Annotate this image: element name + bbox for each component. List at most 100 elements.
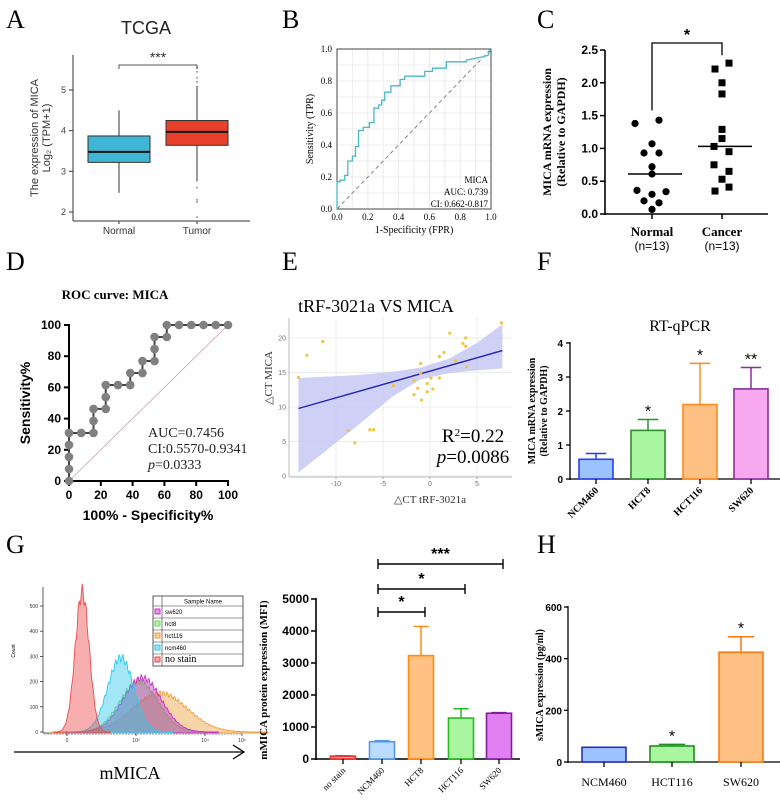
x-tick-label: Tumor — [183, 226, 212, 237]
data-point — [718, 90, 726, 98]
y-tick-label: 2 — [61, 207, 66, 217]
data-point — [372, 428, 376, 432]
panel-letter: C — [537, 5, 554, 34]
y-axis-label: Sensitivity (TPR) — [305, 94, 316, 164]
data-point — [429, 376, 433, 380]
arrow-head-icon — [232, 744, 246, 760]
y-tick-label: 2 — [557, 407, 563, 418]
panel-g-histogram: G 0 100 200 300 400 500 0 10³ 10⁴ 10⁵ Sample Namesw… — [6, 530, 269, 783]
y-axis-label: Count — [11, 644, 17, 658]
x-tick-label: HCT116 — [672, 485, 705, 518]
x-axis-label: mMICA — [99, 763, 160, 783]
roc-point — [211, 320, 221, 330]
x-tick-label: 20 — [94, 488, 108, 502]
bar-sw620 — [485, 712, 513, 760]
y-tick-label: 0 — [556, 758, 562, 769]
significance-label: * — [697, 347, 703, 364]
x-tick-label: NCM460 — [581, 775, 626, 789]
y-axis-label: mMICA protein expression (MFI) — [258, 600, 270, 760]
data-point — [448, 331, 452, 335]
x-tick-label: 60 — [158, 488, 172, 502]
y-tick-label: 5 — [61, 85, 66, 95]
outlier-point — [196, 198, 198, 201]
y-tick-label: 100 — [30, 705, 39, 711]
y-axis-label: (Relative to GAPDH) — [554, 77, 568, 186]
panel-g-barchart: 0 1000 2000 3000 4000 5000 no stain NCM460 HCT8 H… — [258, 546, 520, 796]
legend-text: MICA — [464, 175, 488, 185]
roc-point — [150, 344, 159, 354]
significance-label: ** — [745, 351, 757, 368]
data-point — [718, 79, 726, 87]
x-tick-label: SW620 — [723, 775, 759, 789]
sample-size-label: (n=13) — [704, 239, 739, 253]
y-tick-label: 5000 — [282, 592, 309, 606]
roc-point — [113, 380, 123, 390]
y-axis-label: (Relative to GAPDH) — [539, 365, 550, 456]
y-tick-label: 5 — [282, 439, 286, 446]
legend-swatch — [154, 632, 161, 639]
data-point — [662, 188, 670, 196]
roc-point — [150, 356, 159, 366]
y-tick-label: 20 — [278, 336, 286, 343]
x-tick-label: HCT8 — [402, 765, 425, 788]
panel-letter: A — [6, 5, 25, 34]
legend-swatch — [154, 656, 161, 663]
roc-point — [76, 428, 86, 438]
x-tick-label: Normal — [631, 224, 674, 239]
y-tick-label: 1.0 — [581, 141, 598, 155]
y-tick-label: 300 — [30, 654, 39, 660]
x-tick-label: SW620 — [477, 765, 504, 792]
significance-label: * — [418, 571, 425, 588]
data-point — [425, 390, 429, 394]
roc-point — [162, 332, 172, 342]
p-symbol: p — [147, 458, 155, 473]
y-tick-label: 1 — [557, 441, 563, 452]
chart-title: RT-qPCR — [649, 318, 711, 335]
x-tick-label: no stain — [320, 765, 347, 792]
data-point — [648, 163, 656, 171]
y-tick-label: 2000 — [282, 688, 309, 702]
panel-c-dotplot: C0.00.51.01.52.02.5Normal(n=13)Cancer(n=… — [537, 5, 768, 253]
data-point — [419, 398, 424, 402]
histogram-sw620 — [65, 673, 219, 734]
y-axis-label: Log₂ (TPM+1) — [41, 104, 53, 173]
x-tick-label: HCT116 — [436, 765, 465, 794]
outlier-point — [196, 200, 198, 203]
roc-point — [64, 476, 74, 486]
panel-b-roc: B 0.00.0 0.2 0.2 0.4 0.4 0.6 0.6 0.8 0.8 1.0 1.0 1-S… — [282, 5, 497, 236]
legend-label: hct8 — [165, 622, 177, 628]
roc-point — [138, 368, 147, 378]
y-tick-label: 400 — [30, 629, 39, 635]
p-symbol: p — [435, 447, 447, 468]
x-tick-label: 0 — [66, 488, 73, 502]
data-point — [710, 161, 718, 169]
data-point — [648, 205, 656, 214]
panel-letter: B — [282, 5, 299, 34]
significance-bracket — [118, 64, 198, 69]
significance-label: * — [684, 27, 691, 44]
reference-diagonal — [68, 324, 229, 482]
y-tick-label: 0 — [557, 475, 563, 486]
sample-size-label: (n=13) — [634, 239, 669, 253]
legend-swatch — [154, 620, 161, 627]
x-axis-label: 1-Specificity (FPR) — [375, 225, 454, 236]
y-tick-label: 400 — [545, 655, 562, 666]
x-tick-label: -5 — [380, 481, 386, 488]
roc-point — [125, 380, 135, 390]
auc-text: AUC=0.7456 — [148, 426, 224, 441]
panel-a-boxplot: A TCGA 2 3 4 5 Normal Tumor *** The expression of… — [6, 5, 250, 237]
data-point — [648, 190, 656, 198]
significance-label: * — [645, 404, 651, 421]
y-tick-label: 2.0 — [581, 76, 598, 90]
data-point — [368, 428, 372, 432]
x-tick-label: 100 — [218, 488, 238, 502]
bar-hct116 — [649, 745, 695, 763]
data-point — [655, 116, 663, 124]
y-tick-label: 2.5 — [581, 43, 598, 57]
significance-label: *** — [150, 49, 167, 65]
bar-no-stain — [329, 755, 357, 760]
y-tick-label: 0 — [54, 474, 61, 488]
x-tick-label: 10³ — [132, 738, 140, 744]
x-tick-label: 0.2 — [362, 212, 373, 222]
y-axis-label: △CT MICA — [263, 351, 275, 405]
